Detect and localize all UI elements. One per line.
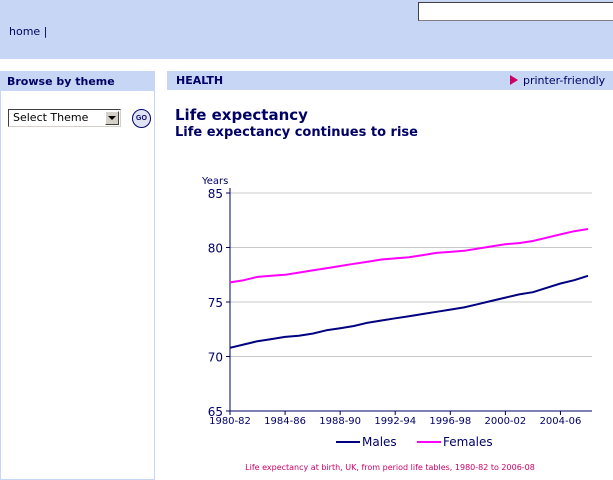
theme-select-value: Select Theme bbox=[13, 111, 89, 124]
x-tick-label: 1980-82 bbox=[209, 416, 251, 427]
y-tick-label: 80 bbox=[208, 242, 223, 256]
sidebar-title: Browse by theme bbox=[1, 72, 154, 91]
dropdown-arrow-icon[interactable] bbox=[105, 111, 119, 125]
y-tick-label: 65 bbox=[208, 405, 223, 419]
theme-select[interactable]: Select Theme bbox=[8, 109, 121, 127]
x-tick-label: 1984-86 bbox=[264, 416, 306, 427]
home-link[interactable]: home | bbox=[9, 25, 48, 38]
x-tick-label: 1992-94 bbox=[374, 416, 416, 427]
y-axis-label: Years bbox=[201, 176, 228, 187]
y-tick-label: 70 bbox=[208, 351, 223, 365]
section-header: HEALTH printer-friendly bbox=[167, 71, 613, 90]
printer-friendly-label: printer-friendly bbox=[523, 74, 606, 87]
page-title: Life expectancy bbox=[175, 106, 308, 124]
sidebar: Browse by theme Select Theme GO bbox=[0, 71, 155, 480]
x-tick-label: 2004-06 bbox=[540, 416, 582, 427]
section-label: HEALTH bbox=[176, 74, 224, 87]
x-tick-label: 2000-02 bbox=[484, 416, 526, 427]
series-line-females bbox=[229, 228, 589, 284]
legend-label-males: Males bbox=[362, 435, 397, 449]
series-line-males bbox=[229, 274, 589, 349]
x-tick-label: 1988-90 bbox=[319, 416, 361, 427]
go-button[interactable]: GO bbox=[132, 109, 151, 128]
printer-friendly-link[interactable]: printer-friendly bbox=[510, 74, 605, 87]
page-subtitle: Life expectancy continues to rise bbox=[175, 125, 418, 140]
y-tick-label: 85 bbox=[208, 187, 223, 201]
chart-caption: Life expectancy at birth, UK, from perio… bbox=[245, 463, 535, 472]
x-tick-label: 1996-98 bbox=[429, 416, 471, 427]
legend-label-females: Females bbox=[443, 435, 493, 449]
triangle-right-icon bbox=[510, 75, 518, 85]
y-tick-label: 75 bbox=[208, 296, 223, 310]
search-input[interactable] bbox=[418, 2, 613, 21]
